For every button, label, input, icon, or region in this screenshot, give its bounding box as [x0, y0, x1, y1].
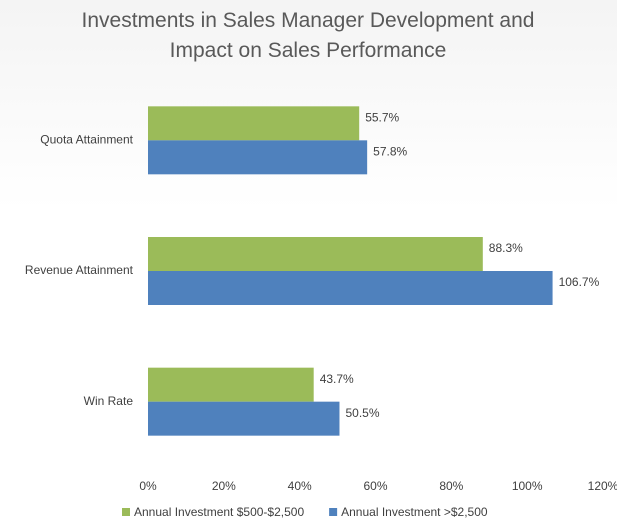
bar — [148, 106, 360, 141]
legend-swatch — [329, 508, 338, 516]
x-tick-label: 120% — [588, 479, 617, 493]
x-tick-label: 0% — [139, 479, 157, 493]
chart-title: Investments in Sales Manager Development… — [81, 9, 535, 62]
x-tick-label: 20% — [212, 479, 236, 493]
bar — [148, 401, 340, 436]
bar — [148, 140, 368, 175]
y-tick-label: Quota Attainment — [40, 133, 133, 147]
legend-swatch — [122, 508, 130, 516]
data-label: 55.7% — [365, 111, 399, 125]
data-label: 88.3% — [489, 241, 523, 255]
y-tick-label: Win Rate — [84, 394, 134, 408]
x-tick-label: 80% — [439, 479, 463, 493]
legend-label: Annual Investment >$2,500 — [341, 505, 488, 519]
bar — [148, 271, 553, 305]
data-label: 50.5% — [345, 406, 379, 420]
x-tick-label: 100% — [512, 479, 543, 493]
bar — [148, 367, 314, 402]
bar — [148, 237, 483, 271]
y-tick-label: Revenue Attainment — [25, 263, 134, 277]
data-label: 57.8% — [373, 145, 407, 159]
x-tick-label: 60% — [363, 479, 387, 493]
legend-label: Annual Investment $500-$2,500 — [134, 505, 304, 519]
data-label: 43.7% — [320, 372, 354, 386]
x-tick-label: 40% — [288, 479, 312, 493]
data-label: 106.7% — [559, 275, 600, 289]
